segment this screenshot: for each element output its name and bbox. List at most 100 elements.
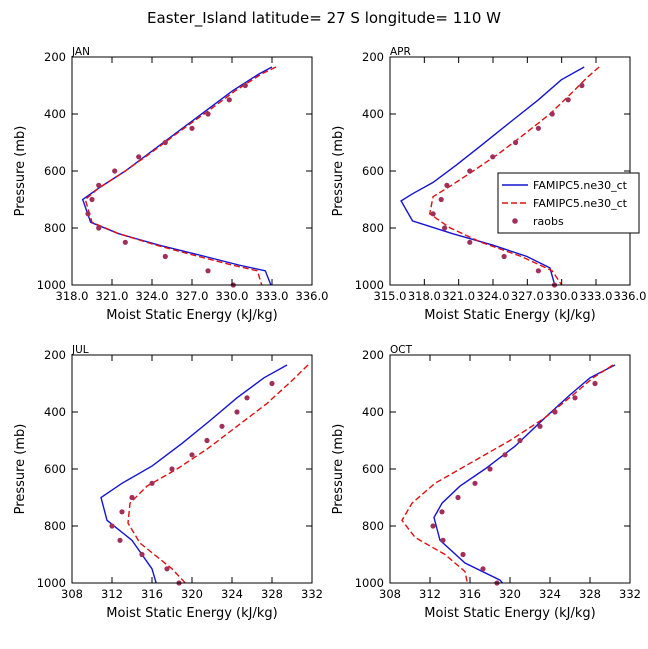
model-solid-line — [400, 66, 585, 285]
raobs-point — [205, 111, 211, 117]
raobs-point — [490, 154, 496, 160]
x-tick-label: 332 — [301, 587, 323, 601]
raobs-point — [234, 409, 240, 415]
y-tick-label: 600 — [44, 462, 66, 476]
panels: 318.0 321.0 324.0 327.0 330.0 333.0 336.020040… — [13, 46, 646, 621]
raobs-point — [189, 125, 195, 131]
model-dashed-line — [428, 66, 600, 285]
x-tick-label: 315.0 — [374, 289, 407, 303]
raobs-point — [242, 82, 248, 89]
raobs-point — [85, 211, 91, 217]
raobs-point — [169, 466, 175, 472]
x-tick-label: 333.0 — [256, 289, 289, 303]
raobs-point — [535, 125, 542, 131]
raobs-point — [204, 437, 210, 444]
model-solid-line — [81, 66, 273, 285]
x-tick-label: 324 — [221, 587, 243, 601]
raobs-point — [430, 523, 436, 529]
panel-label: JUL — [71, 344, 89, 356]
raobs-point — [444, 182, 450, 188]
raobs-point — [467, 168, 473, 174]
y-tick-label: 600 — [362, 164, 384, 178]
panel-jan: 318.0 321.0 324.0 327.0 330.0 333.0 336.0 200 40… — [13, 46, 328, 323]
x-tick-label: 330.0 — [545, 289, 578, 303]
raobs-point — [162, 253, 168, 260]
raobs-point — [164, 566, 170, 572]
raobs-point — [579, 82, 585, 89]
panel-apr: 315.0 318.0 321.0 324.0 327.0 330.0 333.0 336.0… — [331, 46, 646, 323]
x-tick-label: 312 — [419, 587, 441, 601]
model-solid-line — [100, 364, 288, 583]
panel-label: OCT — [390, 344, 413, 356]
raobs-point — [487, 466, 493, 472]
y-tick-label: 400 — [44, 405, 66, 419]
raobs-point — [537, 423, 543, 429]
raobs-point — [513, 139, 519, 146]
y-tick-label: 200 — [44, 50, 66, 64]
raobs-point — [439, 509, 445, 515]
panel-jul: 308 312 316 320 324 328 332 200 400 600 800 1000 JUL… — [13, 344, 323, 621]
model-dashed-line — [401, 364, 614, 583]
y-axis-label: Pressure (mb) — [13, 126, 28, 217]
raobs-point — [162, 139, 168, 146]
x-tick-label: 336.0 — [296, 289, 329, 303]
raobs-point — [226, 97, 232, 103]
plot-frame — [389, 354, 631, 584]
y-tick-label: 800 — [362, 221, 384, 235]
raobs-point — [117, 537, 123, 543]
x-tick-label: 328 — [579, 587, 601, 601]
legend-label: raobs — [533, 215, 564, 228]
x-tick-label: 318.0 — [56, 289, 89, 303]
raobs-point — [572, 395, 578, 401]
legend-label: FAMIPC5.ne30_ct — [533, 179, 628, 192]
raobs-point — [96, 182, 102, 188]
x-axis-label: Moist Static Energy (kJ/kg) — [424, 308, 595, 323]
raobs-point — [244, 395, 250, 401]
x-axis-label: Moist Static Energy (kJ/kg) — [106, 606, 277, 621]
x-tick-label: 308 — [61, 587, 83, 601]
x-tick-label: 320 — [499, 587, 521, 601]
panel-label: APR — [390, 46, 411, 58]
x-tick-label: 316 — [459, 587, 481, 601]
raobs-point — [565, 97, 571, 103]
x-axis-label: Moist Static Energy (kJ/kg) — [106, 308, 277, 323]
raobs-point — [219, 423, 225, 429]
y-tick-label: 400 — [44, 107, 66, 121]
raobs-point — [189, 452, 195, 458]
raobs-point — [136, 154, 142, 160]
x-tick-label: 316 — [141, 587, 163, 601]
raobs-point — [129, 494, 135, 501]
model-solid-line — [433, 364, 616, 583]
model-dashed-line — [84, 66, 277, 285]
x-tick-label: 330.0 — [216, 289, 249, 303]
raobs-point — [89, 196, 95, 203]
panel-label: JAN — [71, 46, 90, 58]
raobs-point — [269, 380, 275, 387]
y-tick-label: 200 — [44, 348, 66, 362]
raobs-point — [112, 168, 118, 174]
raobs-point — [517, 437, 523, 444]
plot-frame — [71, 56, 313, 286]
raobs-point — [430, 211, 436, 217]
panel-oct: 308 312 316 320 324 328 332 200 400 600 800 1000 OCT… — [331, 344, 641, 621]
x-tick-label: 327.0 — [511, 289, 544, 303]
raobs-point — [480, 566, 486, 572]
raobs-point — [139, 551, 145, 558]
y-tick-label: 1000 — [37, 576, 66, 590]
raobs-point — [502, 452, 508, 458]
y-tick-label: 1000 — [37, 278, 66, 292]
legend-label: FAMIPC5.ne30_ct — [533, 197, 628, 210]
y-axis-label: Pressure (mb) — [331, 126, 346, 217]
plot-frame — [71, 354, 313, 584]
y-axis-label: Pressure (mb) — [13, 424, 28, 515]
raobs-point — [501, 253, 507, 260]
y-tick-label: 400 — [362, 405, 384, 419]
raobs-point — [205, 268, 211, 274]
raobs-point — [96, 225, 102, 231]
raobs-point — [460, 551, 466, 558]
model-dashed-line — [127, 364, 309, 583]
x-tick-label: 332 — [619, 587, 641, 601]
x-tick-label: 321.0 — [96, 289, 129, 303]
x-axis-label: Moist Static Energy (kJ/kg) — [424, 606, 595, 621]
